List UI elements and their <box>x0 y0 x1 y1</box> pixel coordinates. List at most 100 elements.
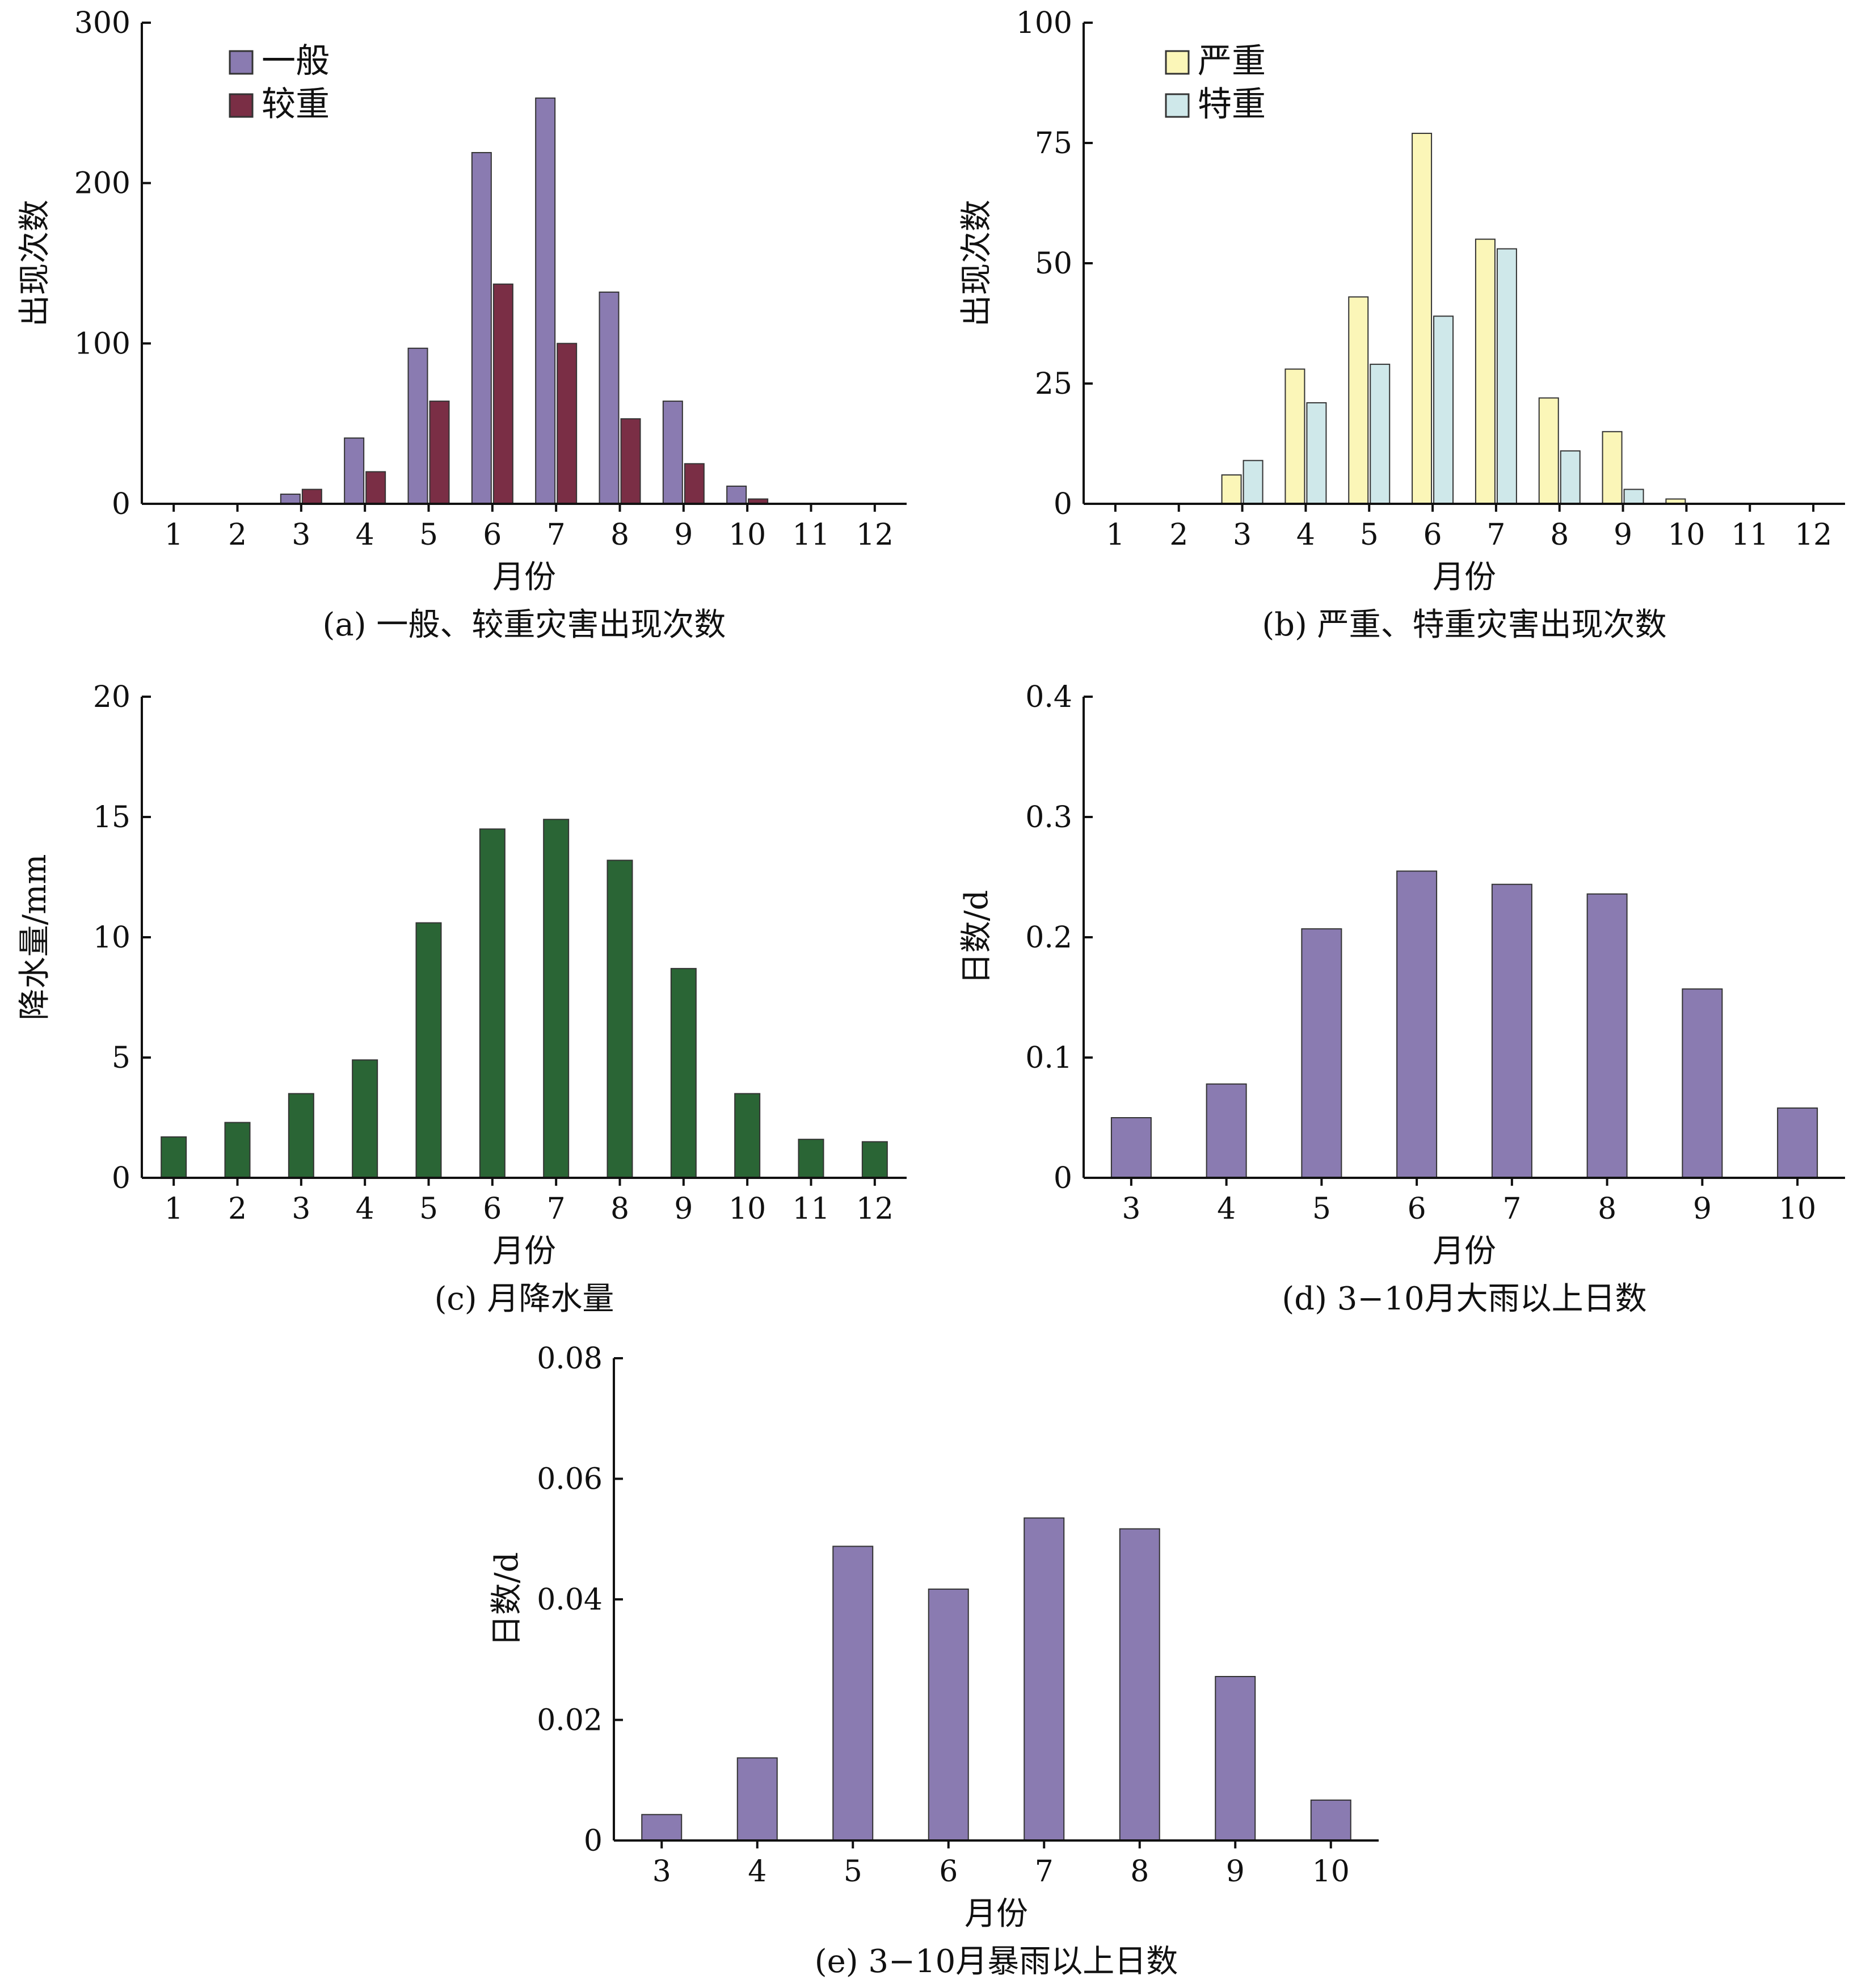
x-tick-label-c: 9 <box>674 1192 693 1226</box>
bar-c-s0-12 <box>861 1141 888 1179</box>
y-tick-label-c: 5 <box>112 1041 130 1075</box>
bar-b-s0-9 <box>1602 431 1623 504</box>
bar-a-s1-3 <box>301 488 322 504</box>
x-tick-label-c: 6 <box>483 1192 502 1226</box>
x-tick-label-a: 9 <box>674 518 693 552</box>
bar-b-s0-8 <box>1538 397 1559 504</box>
y-axis-label-e: 日数/d <box>488 1552 525 1647</box>
bar-e-s0-9 <box>1215 1676 1256 1841</box>
x-tick-label-d: 10 <box>1779 1192 1816 1226</box>
legend-swatch-b <box>1165 50 1190 75</box>
bar-c-s0-6 <box>479 828 506 1178</box>
y-tick-label-d: 0.3 <box>1025 801 1072 835</box>
bar-a-s1-5 <box>429 401 450 504</box>
bar-e-s0-5 <box>832 1545 874 1841</box>
x-tick-label-b: 1 <box>1106 518 1124 552</box>
caption-c: (c) 月降水量 <box>435 1281 614 1317</box>
y-tick-label-b: 50 <box>1035 247 1072 281</box>
bar-b-s1-8 <box>1560 450 1581 504</box>
bar-d-s0-3 <box>1110 1117 1152 1178</box>
caption-b: (b) 严重、特重灾害出现次数 <box>1262 606 1666 643</box>
y-tick-label-d: 0.2 <box>1025 921 1072 955</box>
x-tick-label-c: 3 <box>292 1192 310 1226</box>
panel-e: 0 0.02 0.04 0.06 0.08 3 4 5 6 7 8 9 10 月份 日数/d (e) 3−10… <box>488 1342 1379 1980</box>
y-tick-label-b: 100 <box>1016 6 1072 40</box>
legend-label-b: 特重 <box>1198 85 1266 124</box>
y-tick-label-a: 300 <box>74 6 130 40</box>
bar-b-s0-5 <box>1348 296 1369 504</box>
bar-d-s0-9 <box>1682 988 1723 1179</box>
x-tick-label-b: 11 <box>1731 518 1768 552</box>
x-tick-label-b: 6 <box>1423 518 1442 552</box>
bar-c-s0-3 <box>288 1093 314 1178</box>
x-tick-label-c: 5 <box>419 1192 438 1226</box>
bar-a-s0-3 <box>280 494 301 504</box>
x-axis-label-b: 月份 <box>1433 559 1496 596</box>
x-tick-label-b: 10 <box>1667 518 1705 552</box>
bar-a-s1-7 <box>557 343 578 504</box>
x-tick-label-e: 9 <box>1226 1855 1245 1889</box>
x-tick-label-a: 4 <box>356 518 374 552</box>
bar-a-s1-4 <box>365 471 386 505</box>
bar-b-s0-7 <box>1475 238 1496 504</box>
x-tick-label-b: 12 <box>1795 518 1832 552</box>
bar-a-s0-5 <box>407 347 428 505</box>
bar-a-s0-4 <box>344 437 365 505</box>
x-tick-label-e: 8 <box>1130 1855 1149 1889</box>
x-tick-label-a: 2 <box>228 518 247 552</box>
x-tick-label-b: 9 <box>1614 518 1632 552</box>
x-tick-label-e: 6 <box>939 1855 958 1889</box>
x-tick-label-d: 8 <box>1598 1192 1616 1226</box>
bar-a-s0-10 <box>726 485 747 505</box>
x-tick-label-a: 6 <box>483 518 502 552</box>
x-tick-label-e: 3 <box>652 1855 671 1889</box>
x-tick-label-b: 3 <box>1233 518 1252 552</box>
x-tick-label-b: 5 <box>1360 518 1379 552</box>
legend-swatch-a <box>229 50 254 75</box>
bar-c-s0-9 <box>670 968 697 1178</box>
bar-b-s1-5 <box>1370 364 1391 505</box>
x-tick-label-c: 12 <box>856 1192 894 1226</box>
caption-a: (a) 一般、较重灾害出现次数 <box>323 606 726 643</box>
bar-e-s0-3 <box>641 1814 683 1841</box>
x-tick-label-a: 7 <box>547 518 566 552</box>
bar-b-s1-7 <box>1496 248 1517 504</box>
y-tick-label-c: 20 <box>93 680 130 714</box>
x-tick-label-d: 4 <box>1217 1192 1236 1226</box>
x-tick-label-e: 4 <box>748 1855 766 1889</box>
x-tick-label-b: 2 <box>1169 518 1188 552</box>
bar-a-s0-6 <box>471 151 492 504</box>
x-tick-label-b: 8 <box>1550 518 1569 552</box>
bar-a-s0-8 <box>599 291 620 504</box>
legend-label-a: 较重 <box>262 85 330 124</box>
y-axis-label-c: 降水量/mm <box>16 854 53 1020</box>
x-axis-label-d: 月份 <box>1433 1233 1496 1270</box>
y-tick-label-c: 15 <box>93 801 130 835</box>
x-tick-label-e: 5 <box>844 1855 862 1889</box>
x-tick-label-e: 10 <box>1312 1855 1350 1889</box>
bar-e-s0-10 <box>1310 1799 1351 1841</box>
bar-b-s0-4 <box>1284 368 1305 504</box>
bar-c-s0-1 <box>161 1136 187 1179</box>
bar-b-s0-6 <box>1412 133 1433 505</box>
bar-b-s1-6 <box>1433 315 1454 505</box>
caption-e: (e) 3−10月暴雨以上日数 <box>815 1943 1178 1980</box>
bar-d-s0-10 <box>1777 1107 1818 1179</box>
x-tick-label-c: 2 <box>228 1192 247 1226</box>
x-tick-label-a: 12 <box>856 518 894 552</box>
bar-c-s0-11 <box>798 1139 824 1179</box>
y-axis-label-b: 出现次数 <box>958 200 995 327</box>
bar-b-s0-3 <box>1221 474 1242 504</box>
x-tick-label-c: 7 <box>547 1192 566 1226</box>
x-axis-label-c: 月份 <box>492 1233 556 1270</box>
y-tick-label-b: 0 <box>1054 487 1072 521</box>
x-tick-label-c: 8 <box>610 1192 629 1226</box>
y-tick-label-e: 0.06 <box>537 1463 603 1497</box>
x-tick-label-d: 3 <box>1122 1192 1140 1226</box>
y-tick-label-e: 0.08 <box>537 1342 603 1376</box>
y-tick-label-e: 0 <box>584 1824 603 1858</box>
